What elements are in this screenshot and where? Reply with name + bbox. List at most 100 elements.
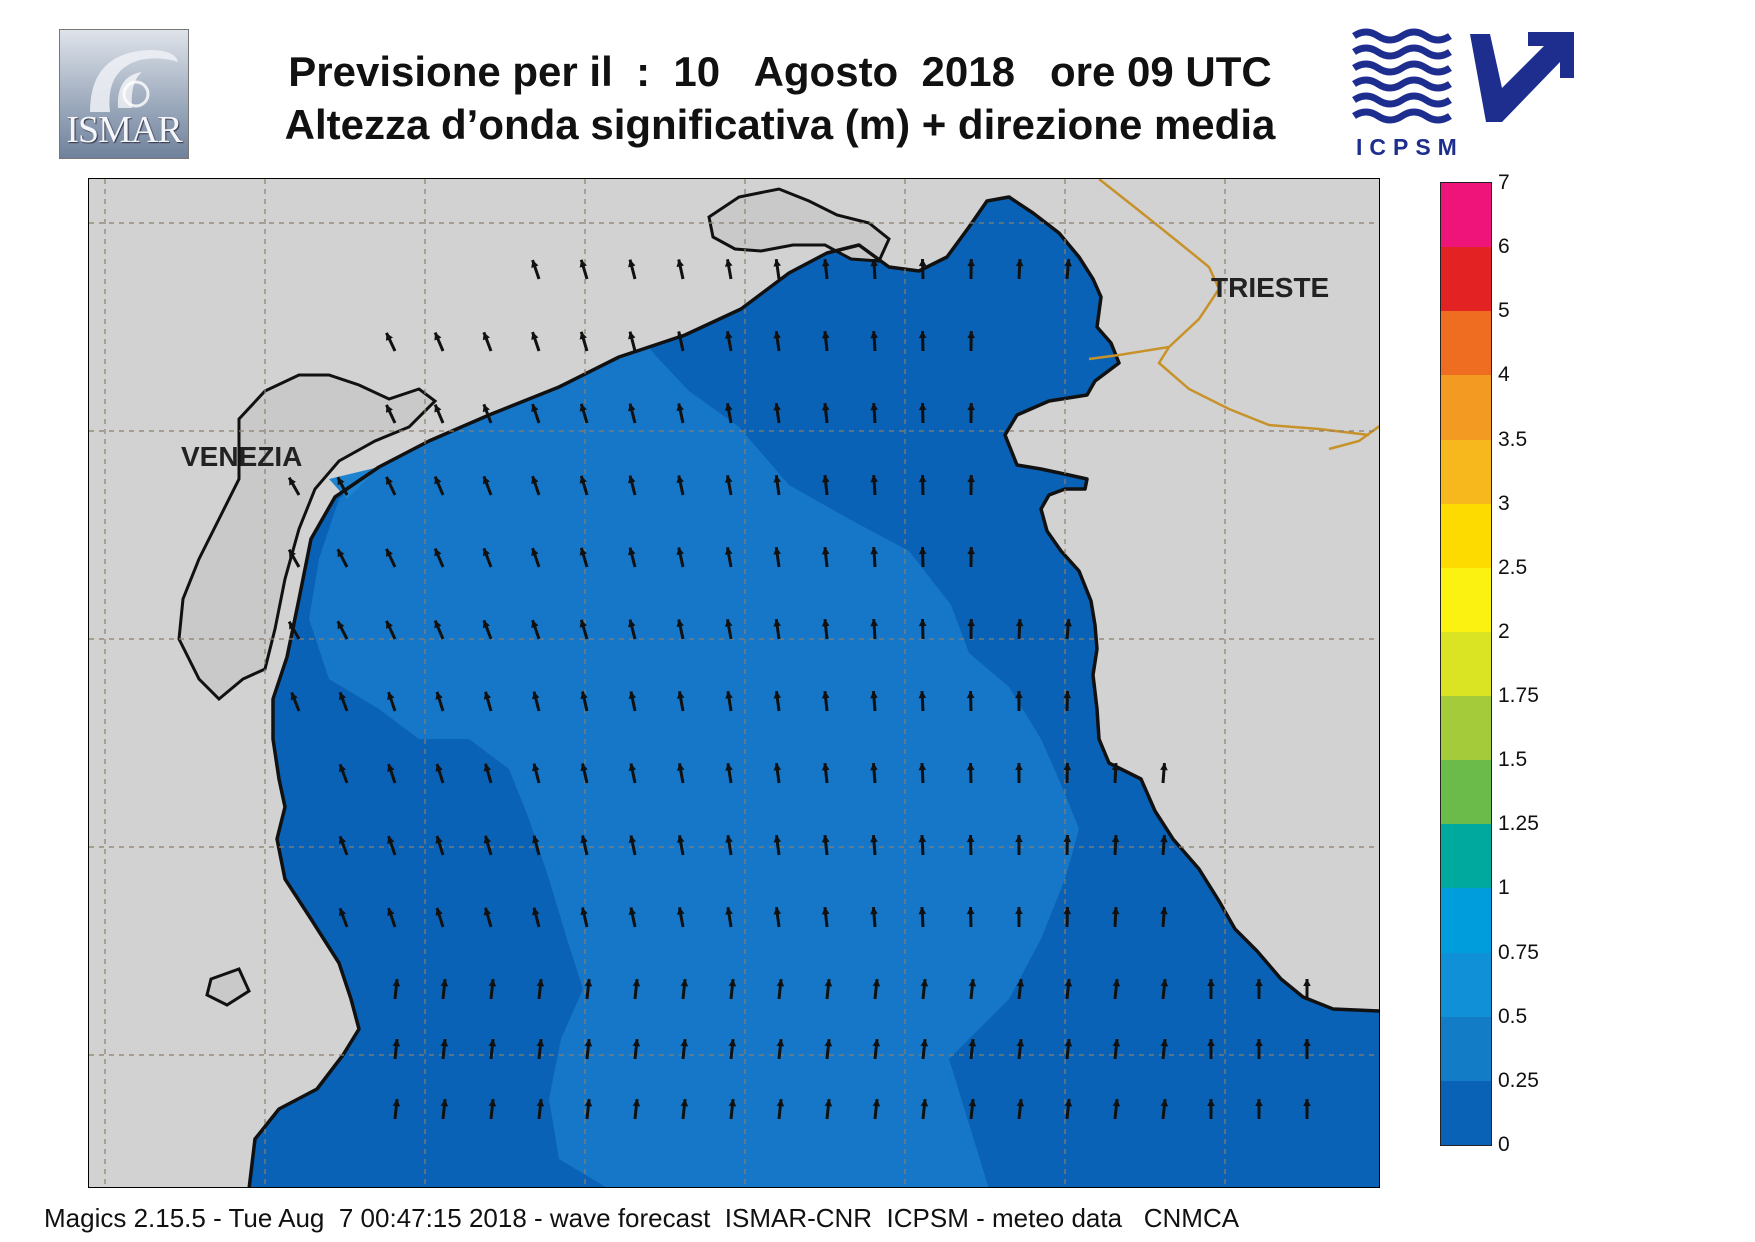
- wave-arrow-head: [536, 1099, 545, 1107]
- wave-arrow-head: [1160, 979, 1169, 987]
- legend-tick-label: 1.75: [1498, 684, 1539, 708]
- label-trieste: TRIESTE: [1211, 272, 1330, 303]
- wave-arrow-head: [434, 332, 442, 341]
- wave-arrow-head: [724, 619, 733, 627]
- wave-arrow-head: [488, 1099, 497, 1107]
- wave-arrow-head: [725, 907, 733, 915]
- wave-arrow-head: [632, 1039, 641, 1047]
- wave-arrow-head: [584, 1099, 593, 1107]
- wave-arrow-head: [676, 403, 684, 412]
- wave-arrow-head: [821, 259, 830, 267]
- wave-arrow-head: [1112, 1099, 1121, 1107]
- wave-arrow-head: [482, 548, 490, 557]
- wave-arrow-head: [628, 403, 636, 412]
- wave-arrow-head: [1255, 1039, 1263, 1047]
- wave-arrow-head: [337, 477, 345, 486]
- wave-arrow-head: [918, 763, 927, 771]
- legend-swatch: [1441, 439, 1491, 505]
- wave-arrow-head: [773, 547, 782, 555]
- legend-swatch: [1441, 183, 1491, 248]
- icpsm-logo: ICPSM: [1352, 26, 1582, 161]
- wave-arrow-head: [728, 979, 737, 987]
- legend-tick-label: 1: [1498, 876, 1510, 900]
- wave-arrow-head: [870, 907, 878, 915]
- wave-arrow-head: [1303, 1039, 1311, 1047]
- wave-arrow-head: [338, 836, 347, 845]
- wave-map: VENEZIA TRIESTE: [88, 178, 1380, 1188]
- wave-arrow-head: [724, 331, 733, 339]
- wave-arrow-head: [1063, 691, 1072, 699]
- wave-direction-arrows: [287, 258, 1311, 1120]
- legend-tick-label: 6: [1498, 235, 1510, 259]
- wave-arrow-head: [821, 331, 830, 339]
- legend-tick-label: 0.75: [1498, 940, 1539, 964]
- wave-arrow-head: [680, 1039, 689, 1047]
- wave-arrow-head: [870, 691, 878, 699]
- wave-arrow-head: [773, 691, 782, 699]
- wave-arrow-head: [1064, 1039, 1073, 1047]
- wave-arrow-head: [676, 907, 685, 915]
- wave-arrow-head: [289, 621, 296, 630]
- wave-arrow-head: [1064, 619, 1072, 627]
- wave-arrow-head: [824, 1039, 833, 1047]
- wave-arrow-head: [628, 907, 637, 916]
- wave-arrow-head: [531, 404, 539, 412]
- wave-arrow-head: [967, 331, 975, 339]
- wave-arrow-head: [1160, 763, 1168, 771]
- wave-arrow-head: [920, 1039, 929, 1047]
- wave-arrow-head: [338, 692, 347, 701]
- wave-arrow-head: [680, 979, 689, 987]
- wave-arrow-head: [725, 835, 733, 843]
- wave-arrow-head: [628, 547, 636, 556]
- wave-arrow-head: [821, 763, 830, 771]
- wave-arrow-head: [434, 404, 442, 413]
- wave-arrow-head: [1015, 835, 1023, 843]
- wave-arrow-head: [918, 547, 927, 555]
- wave-arrow-head: [676, 763, 685, 771]
- legend-tick-label: 3.5: [1498, 427, 1528, 451]
- wave-arrow-head: [966, 835, 975, 843]
- wave-arrow-head: [918, 259, 927, 267]
- wave-arrow-head: [482, 620, 490, 629]
- country-border: [1088, 179, 1370, 437]
- wave-arrow-head: [632, 1099, 641, 1107]
- wave-arrow-head: [531, 260, 539, 268]
- wave-arrow-head: [580, 907, 588, 916]
- wave-arrow-head: [725, 763, 733, 771]
- wave-arrow-head: [289, 549, 296, 558]
- wave-arrow-head: [385, 548, 393, 557]
- wave-arrow-head: [532, 691, 540, 700]
- wave-arrow-head: [536, 1039, 545, 1047]
- wave-arrow-head: [483, 763, 492, 772]
- wave-arrow-head: [387, 836, 395, 844]
- legend-tick-label: 3: [1498, 491, 1510, 515]
- wave-arrow-head: [1112, 1039, 1121, 1047]
- wave-arrow-head: [1255, 979, 1263, 987]
- wave-arrow-head: [580, 835, 588, 844]
- wave-arrow-head: [584, 1039, 593, 1047]
- wave-arrow-head: [870, 763, 878, 771]
- wave-arrow-head: [488, 979, 497, 987]
- wave-arrow-head: [1015, 763, 1023, 771]
- wave-arrow-head: [776, 1099, 785, 1107]
- map-canvas: [89, 179, 1379, 1187]
- icpsm-logo-icon: [1352, 28, 1574, 124]
- wave-arrow-head: [483, 691, 492, 700]
- grado-lagoon-land: [707, 187, 891, 263]
- wave-arrow-head: [628, 763, 637, 772]
- wave-arrow-head: [773, 763, 782, 771]
- legend-swatch: [1441, 888, 1491, 954]
- wave-arrow-head: [1160, 1099, 1169, 1107]
- wave-arrow-head: [628, 619, 636, 628]
- wave-arrow-head: [483, 835, 492, 844]
- wave-arrow-head: [1112, 979, 1121, 987]
- wave-arrow-head: [870, 835, 878, 843]
- wave-arrow-head: [776, 979, 785, 987]
- wave-arrow-head: [338, 764, 347, 773]
- wave-arrow-head: [1064, 259, 1072, 267]
- wave-arrow-head: [680, 1099, 689, 1107]
- wave-arrow-head: [968, 1099, 977, 1107]
- wave-arrow-head: [579, 619, 587, 628]
- wave-arrow-head: [773, 619, 782, 627]
- legend-tick-label: 1.5: [1498, 748, 1528, 772]
